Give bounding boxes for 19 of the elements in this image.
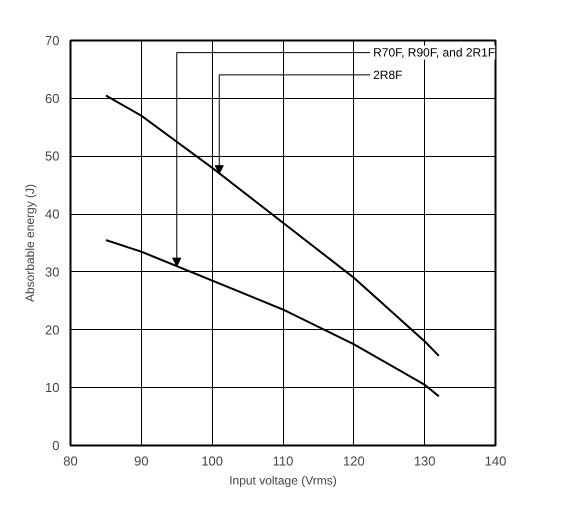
y-tick-label: 60 <box>45 90 60 106</box>
x-tick-label: 80 <box>63 454 78 468</box>
x-tick-label: 100 <box>201 454 224 468</box>
x-tick-label: 140 <box>484 454 506 468</box>
y-tick-label: 40 <box>45 206 60 222</box>
x-tick-label: 90 <box>134 454 149 468</box>
annotation: R70F, R90F, and 2R1F <box>373 46 496 60</box>
y-tick-label: 10 <box>45 380 60 396</box>
y-axis-title: Absorbable energy (J) <box>23 184 38 302</box>
x-tick-label: 120 <box>342 454 365 468</box>
y-tick-label: 30 <box>45 264 60 280</box>
y-tick-label: 70 <box>45 33 60 48</box>
y-tick-label: 20 <box>45 322 60 338</box>
x-axis-title: Input voltage (Vrms) <box>229 474 337 488</box>
x-tick-label: 130 <box>414 454 436 468</box>
annotation: 2R8F <box>373 68 402 82</box>
y-tick-label: 50 <box>45 148 60 164</box>
x-tick-label: 110 <box>272 454 294 468</box>
y-tick-label: 0 <box>52 438 60 453</box>
